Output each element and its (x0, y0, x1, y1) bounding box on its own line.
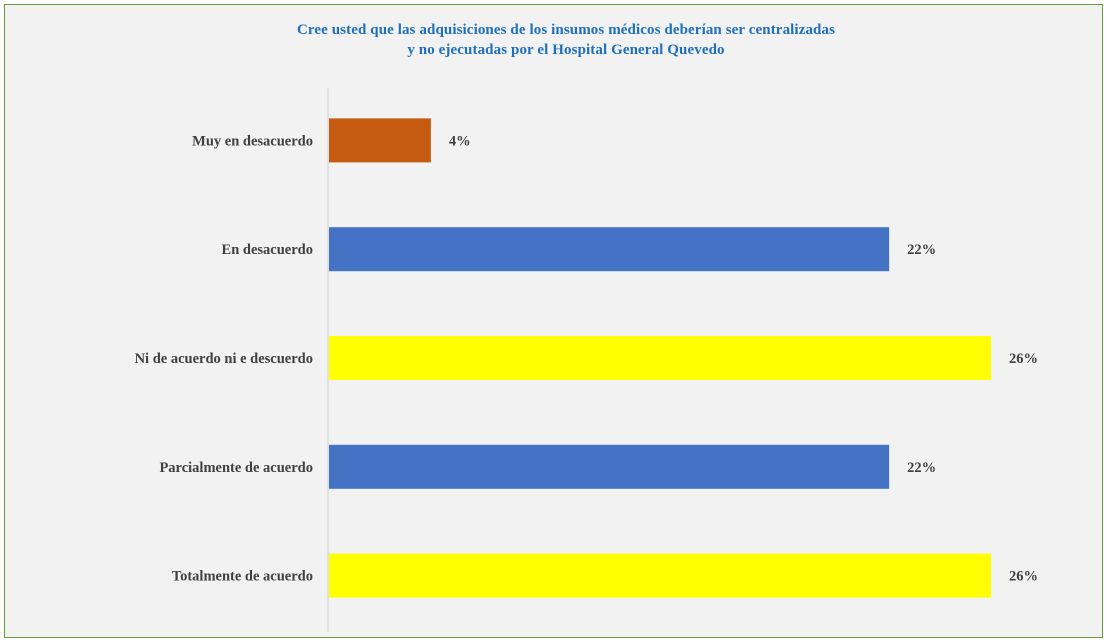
category-label-5: Totalmente de acuerdo (172, 569, 313, 585)
value-label-4: 22% (907, 460, 936, 476)
value-label-5: 26% (1009, 569, 1038, 585)
bar-1 (329, 118, 431, 163)
chart-frame (4, 4, 1103, 638)
bar-5 (329, 553, 991, 598)
bar-4 (329, 444, 890, 489)
category-label-3: Ni de acuerdo ni e descuerdo (135, 351, 313, 367)
category-label-4: Parcialmente de acuerdo (159, 460, 313, 476)
value-label-3: 26% (1009, 351, 1038, 367)
chart-title-line-2: y no ejecutadas por el Hospital General … (407, 42, 725, 58)
chart-title: Cree usted que las adquisiciones de los … (0, 20, 1107, 60)
bar-3 (329, 336, 991, 380)
chart-title-line-1: Cree usted que las adquisiciones de los … (296, 22, 836, 38)
value-label-2: 22% (907, 242, 936, 258)
bar-2 (329, 227, 890, 272)
category-label-2: En desacuerdo (222, 242, 313, 258)
category-label-1: Muy en desacuerdo (192, 133, 313, 149)
value-label-1: 4% (449, 133, 471, 149)
